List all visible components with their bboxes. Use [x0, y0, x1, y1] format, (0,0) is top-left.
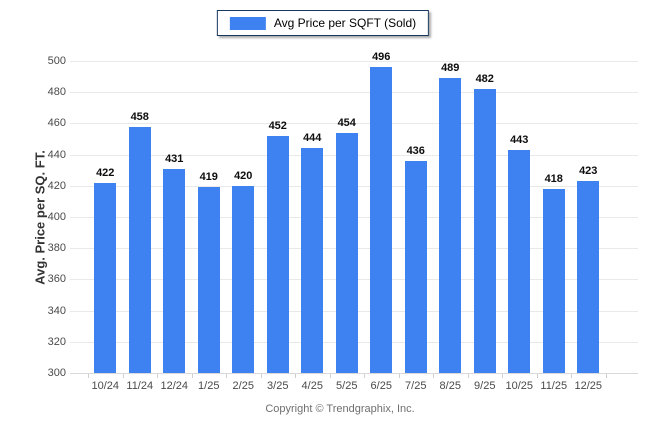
y-tick-label: 480 — [47, 86, 66, 99]
bar — [301, 148, 324, 373]
bar-value-label: 419 — [199, 171, 218, 184]
bar-value-label: 452 — [268, 119, 287, 132]
y-tick-label: 440 — [47, 148, 66, 161]
x-axis-tick — [295, 374, 296, 378]
bar — [370, 67, 393, 373]
bar — [197, 187, 220, 373]
x-axis-tick — [502, 374, 503, 378]
gridline — [70, 373, 638, 374]
x-tick-label: 10/25 — [505, 380, 534, 392]
bar — [94, 182, 117, 373]
bar-value-label: 418 — [544, 172, 563, 185]
bar-value-label: 489 — [441, 62, 460, 75]
x-tick-label: 1/25 — [198, 380, 220, 392]
x-tick-label: 11/25 — [540, 380, 568, 392]
x-axis-tick — [398, 374, 400, 378]
bar — [232, 185, 255, 373]
x-axis-tick — [122, 374, 124, 378]
bar — [404, 160, 427, 373]
bar-value-label: 420 — [234, 169, 253, 182]
y-tick-label: 500 — [47, 55, 66, 67]
bar-value-label: 482 — [475, 73, 494, 86]
x-tick-label: 12/25 — [574, 380, 603, 392]
x-tick-label: 10/24 — [91, 380, 120, 392]
x-tick-label: 9/25 — [474, 380, 496, 392]
bar-value-label: 443 — [510, 133, 529, 146]
y-tick-label: 420 — [47, 179, 66, 192]
y-tick-label: 460 — [47, 117, 66, 130]
gridline — [70, 123, 638, 125]
x-tick-label: 2/25 — [232, 380, 254, 392]
gridline — [70, 61, 638, 62]
x-tick-label: 8/25 — [439, 380, 461, 392]
x-axis-tick — [571, 374, 572, 378]
y-tick-label: 340 — [47, 304, 66, 317]
bar — [128, 126, 151, 373]
legend: Avg Price per SQFT (Sold) — [216, 10, 430, 36]
x-axis-tick — [433, 374, 434, 378]
x-axis-tick — [88, 374, 89, 378]
bar-value-label: 496 — [372, 51, 391, 64]
bar-value-label: 436 — [406, 144, 425, 157]
bar — [335, 132, 358, 373]
y-tick-label: 380 — [47, 242, 66, 255]
bar-value-label: 431 — [165, 152, 184, 165]
bar — [266, 135, 289, 373]
bar-value-label: 458 — [130, 110, 149, 123]
bar — [163, 168, 186, 373]
bar — [508, 149, 531, 373]
bar-value-label: 422 — [96, 166, 115, 179]
y-axis-title: Avg. Price per SQ. FT. — [32, 150, 48, 285]
x-axis-tick — [536, 374, 538, 378]
x-tick-label: 6/25 — [370, 380, 392, 392]
bar — [542, 188, 565, 373]
bar-value-label: 423 — [579, 165, 598, 178]
x-tick-label: 11/24 — [126, 380, 154, 392]
x-tick-label: 12/24 — [160, 380, 189, 392]
x-axis-tick — [605, 374, 607, 378]
x-axis-tick — [467, 374, 469, 378]
x-axis-tick — [364, 374, 365, 378]
legend-swatch-icon — [229, 16, 266, 30]
copyright-text: Copyright © Trendgraphix, Inc. — [265, 403, 415, 415]
x-axis-tick — [191, 374, 193, 378]
x-tick-label: 3/25 — [267, 380, 289, 392]
x-tick-label: 4/25 — [301, 380, 323, 392]
bar-value-label: 454 — [337, 116, 356, 129]
x-axis-tick — [329, 374, 331, 378]
y-tick-label: 400 — [47, 211, 66, 223]
bar-value-label: 444 — [303, 132, 322, 145]
y-tick-label: 360 — [47, 273, 66, 286]
gridline — [70, 92, 638, 94]
x-tick-label: 5/25 — [336, 380, 358, 392]
x-tick-label: 7/25 — [405, 380, 427, 392]
x-axis-tick — [226, 374, 227, 378]
legend-label: Avg Price per SQFT (Sold) — [273, 16, 417, 30]
bar — [439, 78, 462, 373]
bar — [473, 89, 496, 373]
x-axis-tick — [157, 374, 158, 378]
y-tick-label: 320 — [47, 335, 66, 348]
bar — [577, 181, 600, 373]
y-tick-label: 300 — [47, 367, 66, 379]
x-axis-tick — [260, 374, 262, 378]
